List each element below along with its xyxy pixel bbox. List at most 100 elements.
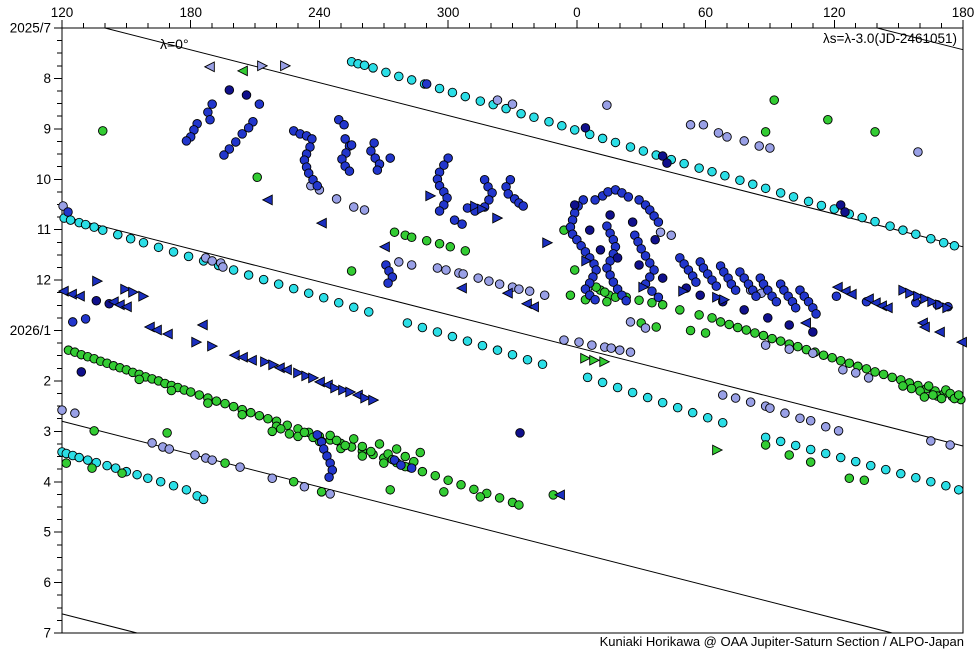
data-point-cyan-features [926, 477, 936, 487]
data-point-cyan-features [198, 494, 209, 505]
data-point-green-features [391, 444, 402, 454]
credit-text: Kuniaki Horikawa @ OAA Jupiter-Saturn Se… [599, 634, 964, 649]
data-point-green-features [469, 484, 479, 495]
data-point-navy-features [657, 273, 668, 283]
data-point-green-features [460, 246, 471, 256]
data-point-cyan-features [597, 133, 608, 144]
data-point-blue-features [645, 258, 655, 268]
system-formula-label: λs=λ-3.0(JD-2461051) [823, 31, 957, 46]
data-point-green-features [724, 319, 734, 330]
data-point-blue-triangles-right [905, 287, 917, 299]
data-point-green-features [844, 473, 855, 483]
data-point-navy-features [739, 305, 749, 315]
data-point-periwinkle-features [235, 462, 245, 472]
data-point-green-features [758, 330, 769, 341]
data-point-blue-triangles-right [260, 356, 272, 368]
reference-line-lambda0-wrap-plus1 [61, 215, 964, 447]
data-point-blue-triangles-right [898, 284, 910, 296]
data-point-blue-features [344, 166, 355, 176]
data-point-periwinkle-features [745, 397, 756, 407]
data-point-cyan-features [138, 238, 149, 248]
data-point-blue-triangles-left [378, 241, 390, 253]
data-point-cyan-features [679, 158, 689, 169]
data-point-blue-triangles-right [368, 394, 380, 406]
data-point-cyan-features [941, 481, 951, 491]
data-point-periwinkle-features [765, 143, 775, 153]
data-point-cyan-features [432, 327, 443, 337]
data-point-blue-features [518, 201, 528, 211]
data-point-cyan-features [74, 452, 84, 463]
data-point-blue-features [369, 138, 379, 148]
data-point-periwinkle-features [850, 368, 861, 378]
data-point-green-features [434, 239, 445, 249]
data-point-blue-triangles-right [128, 286, 140, 298]
data-point-blue-features [484, 195, 494, 205]
data-point-blue-features [640, 251, 651, 261]
data-point-green-features [254, 410, 265, 421]
data-point-blue-triangles-right [477, 203, 489, 215]
data-point-green-features [374, 439, 385, 449]
data-point-periwinkle-features [655, 227, 666, 237]
data-point-green-features [117, 468, 127, 478]
data-point-cyan-features [582, 372, 593, 383]
data-point-cyan-features [612, 382, 623, 393]
data-point-blue-triangles-right [920, 293, 932, 305]
data-point-cyan-features [460, 91, 471, 102]
data-point-green-triangles-left [236, 65, 248, 77]
data-point-periwinkle-features [780, 408, 790, 418]
data-point-periwinkle-features [820, 422, 831, 432]
data-point-cyan-features [857, 212, 867, 223]
data-point-navy-features [605, 210, 615, 220]
data-point-green-features [357, 451, 368, 461]
data-point-blue-features [621, 296, 631, 306]
data-point-navy-features [224, 85, 235, 95]
data-point-green-features [647, 298, 657, 308]
data-point-periwinkle-features [625, 347, 636, 357]
data-point-green-features [700, 328, 711, 338]
data-point-blue-features [653, 292, 664, 302]
data-point-periwinkle-features [574, 337, 584, 347]
data-point-blue-triangles-left [245, 354, 257, 366]
data-point-cyan-features [788, 192, 799, 202]
data-point-cyan-features [125, 233, 136, 244]
data-point-green-features [870, 127, 880, 137]
data-point-cyan-features [881, 464, 891, 475]
data-point-blue-features [449, 215, 460, 225]
data-point-cyan-features [155, 477, 166, 487]
data-point-green-features [657, 300, 668, 310]
data-point-cyan-features [243, 270, 254, 280]
data-point-periwinkle-features [57, 405, 67, 415]
data-point-periwinkle-features [559, 335, 569, 345]
data-point-cyan-features [775, 436, 786, 447]
data-point-blue-features [80, 314, 91, 324]
data-point-cyan-features [447, 87, 458, 98]
data-point-periwinkle-features [394, 257, 404, 267]
data-point-green-features [228, 401, 239, 412]
data-point-cyan-features [381, 67, 391, 78]
data-point-cyan-features [820, 448, 831, 459]
data-point-cyan-features [168, 247, 179, 257]
data-point-blue-triangles-right [638, 281, 650, 293]
data-point-navy-features [662, 158, 672, 168]
data-point-blue-features [647, 286, 657, 296]
data-point-green-features [439, 487, 449, 497]
data-point-blue-features [67, 317, 78, 327]
data-point-green-features [827, 352, 837, 363]
data-point-green-triangles-right [599, 356, 611, 368]
data-point-blue-triangles-left [143, 321, 155, 333]
data-point-periwinkle-features [524, 286, 535, 296]
y-axis-tick-label: 9 [43, 121, 51, 136]
data-point-cyan-features [110, 463, 121, 473]
data-point-green-features [430, 470, 441, 481]
data-point-green-features [406, 232, 417, 242]
data-point-green-features [675, 305, 685, 315]
data-point-blue-triangles-left [65, 288, 77, 300]
data-point-blue-features [383, 278, 393, 288]
data-point-cyan-features [228, 265, 239, 275]
data-point-cyan-features [702, 412, 713, 423]
data-point-blue-features [389, 455, 400, 465]
y-axis-tick-label: 2026/1 [10, 323, 51, 338]
data-point-navy-features [650, 234, 660, 245]
data-point-periwinkle-features [331, 194, 342, 204]
